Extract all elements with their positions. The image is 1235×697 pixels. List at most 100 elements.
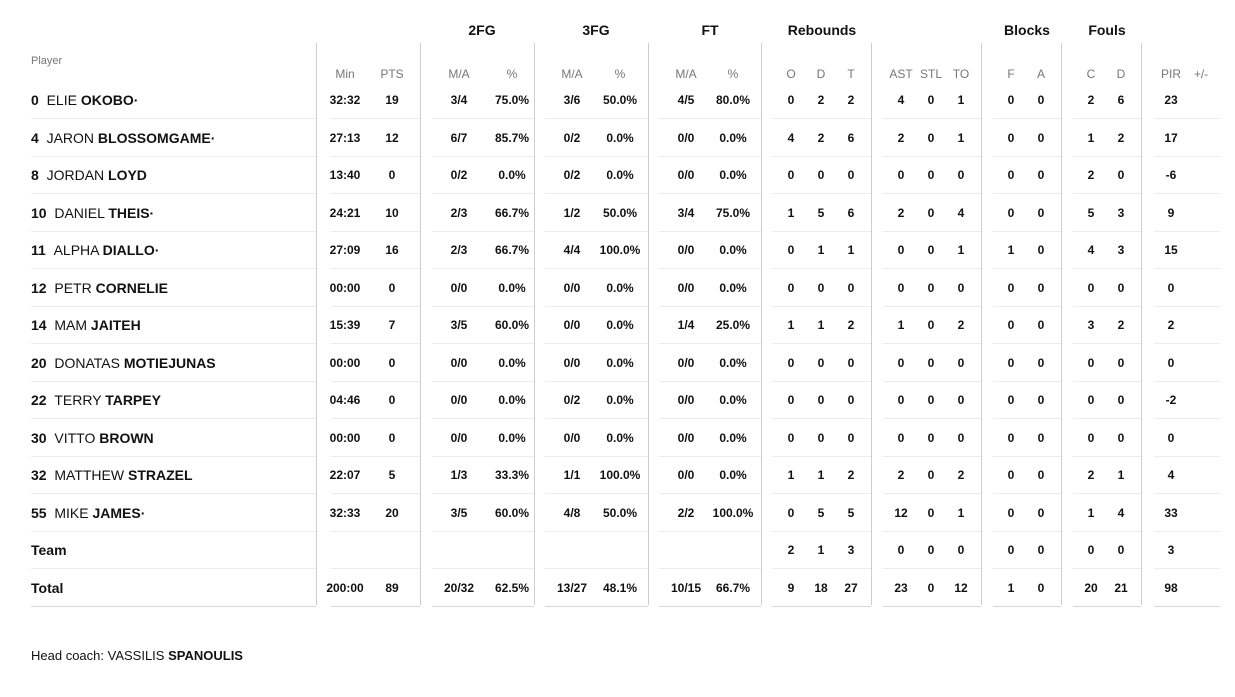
row-divider [432, 230, 534, 232]
row-divider [545, 343, 648, 344]
stat-reb-o: 4 [787, 130, 795, 145]
row-divider [772, 305, 871, 307]
stat-reb-o: 1 [787, 205, 795, 220]
row-divider [432, 193, 534, 194]
row-divider [659, 568, 761, 569]
row-divider [1073, 568, 1141, 569]
player-number: 8 [31, 167, 39, 183]
stat-foul-d: 0 [1117, 543, 1125, 557]
stat-ft-pct: 75.0% [715, 205, 751, 220]
row-divider [993, 193, 1061, 194]
stat-blk-f: 0 [1007, 543, 1015, 557]
group-header-ft: FT [701, 22, 719, 38]
row-divider [31, 568, 316, 569]
row-divider [659, 380, 761, 382]
stat-pir: 15 [1164, 243, 1178, 257]
stat-fg3-pct: 50.0% [602, 93, 638, 107]
row-divider [432, 418, 534, 419]
stat-reb-t: 5 [847, 505, 855, 520]
stat-blk-a: 0 [1037, 205, 1045, 220]
row-divider [31, 230, 316, 232]
player-name: 32 MATTHEW STRAZEL [31, 467, 193, 483]
column-header-pir: PIR [1160, 67, 1182, 81]
stat-ft-ma: 0/0 [677, 430, 695, 445]
player-last-name: THEIS· [108, 204, 155, 221]
stat-to: 1 [957, 93, 965, 107]
stat-ft-pct: 80.0% [715, 93, 751, 107]
stat-reb-d: 2 [817, 130, 825, 145]
stat-blk-a: 0 [1037, 355, 1045, 370]
row-divider [1073, 155, 1141, 157]
column-divider [761, 43, 762, 605]
stat-to: 1 [957, 243, 965, 257]
stat-fg3-pct: 0.0% [606, 130, 634, 145]
row-divider [883, 455, 981, 457]
stat-pts: 0 [388, 355, 396, 370]
stat-reb-o: 0 [787, 355, 795, 370]
row-divider [31, 268, 316, 269]
row-divider [545, 455, 648, 457]
stat-fg2-pct: 75.0% [494, 93, 530, 107]
player-name: 4 JARON BLOSSOMGAME· [31, 130, 215, 146]
stat-reb-d: 1 [817, 543, 825, 557]
player-name: 11 ALPHA DIALLO· [31, 242, 159, 258]
row-divider [883, 568, 981, 569]
row-divider [1073, 455, 1141, 457]
stat-fg2-ma: 2/3 [450, 243, 468, 257]
row-divider [331, 118, 420, 119]
row-divider [1073, 343, 1141, 344]
stat-reb-o: 9 [787, 580, 795, 595]
column-header-foul-d: D [1116, 67, 1126, 81]
stat-to: 0 [957, 543, 965, 557]
row-divider [883, 230, 981, 232]
stat-reb-o: 1 [787, 468, 795, 482]
row-divider [993, 418, 1061, 419]
stat-blk-a: 0 [1037, 580, 1045, 595]
stat-pts: 5 [388, 468, 396, 482]
stat-pir: 0 [1167, 280, 1175, 295]
row-divider [331, 193, 420, 194]
stat-fg3-ma: 4/4 [563, 243, 581, 257]
stat-to: 1 [957, 130, 965, 145]
column-divider [420, 43, 421, 605]
column-header-reb-o: O [786, 67, 796, 81]
stat-stl: 0 [927, 205, 935, 220]
row-divider [1073, 118, 1141, 119]
player-number: 32 [31, 467, 47, 483]
stat-fg3-pct: 0.0% [606, 318, 634, 332]
stat-foul-d: 2 [1117, 318, 1125, 332]
stat-fg3-pct: 50.0% [602, 205, 638, 220]
head-coach-last: SPANOULIS [168, 648, 243, 663]
stat-ft-ma: 10/15 [670, 580, 702, 595]
stat-ft-pct: 0.0% [719, 280, 747, 295]
row-divider [772, 230, 871, 232]
stat-fg3-pct: 0.0% [606, 393, 634, 407]
stat-pir: 0 [1167, 355, 1175, 370]
player-number: 20 [31, 354, 47, 371]
stat-pts: 7 [388, 318, 396, 332]
column-divider [316, 43, 317, 605]
row-divider [883, 418, 981, 419]
row-divider [1073, 530, 1141, 532]
player-name: 0 ELIE OKOBO· [31, 92, 138, 108]
column-header-player: Player [31, 55, 63, 67]
player-last-name: OKOBO· [80, 92, 139, 108]
stat-pir: 9 [1167, 205, 1175, 220]
stat-fg2-pct: 60.0% [494, 318, 530, 332]
stat-reb-d: 0 [817, 355, 825, 370]
stat-reb-d: 2 [817, 93, 825, 107]
stat-ast: 2 [897, 130, 905, 145]
head-coach-first: VASSILIS [107, 648, 165, 663]
column-header-to: TO [952, 67, 970, 81]
stat-pir: 4 [1167, 468, 1175, 482]
stat-blk-a: 0 [1037, 393, 1045, 407]
column-divider [1061, 43, 1062, 605]
player-name: 22 TERRY TARPEY [31, 392, 161, 408]
row-divider [659, 530, 761, 532]
stat-reb-d: 5 [817, 505, 825, 520]
row-divider [993, 455, 1061, 457]
group-header-rebounds: Rebounds [787, 22, 857, 38]
stat-fg3-ma: 13/27 [556, 580, 588, 595]
stat-reb-t: 3 [847, 543, 855, 557]
stat-to: 0 [957, 168, 965, 182]
